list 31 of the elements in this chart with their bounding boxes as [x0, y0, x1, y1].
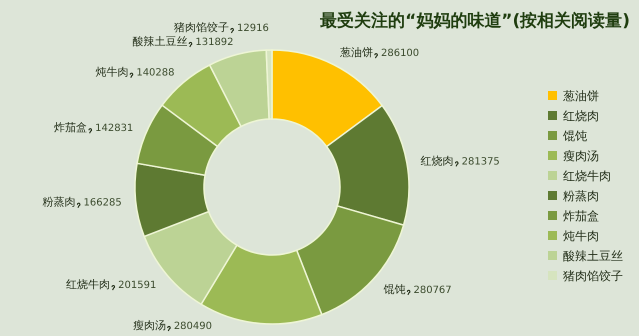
slice-label: 酸辣土豆丝 [132, 34, 188, 48]
slice-label: 炖牛肉 [95, 66, 128, 79]
legend-label: 红烧肉 [563, 109, 599, 123]
slice-label: 葱油饼 [340, 46, 373, 60]
slice-label: 粉蒸肉 [42, 196, 76, 209]
legend-label: 粉蒸肉 [563, 189, 599, 203]
data-label: 201591 [118, 280, 156, 292]
legend-label: 炖牛肉 [563, 229, 599, 243]
data-label: 281375 [462, 156, 500, 168]
data-label: 140288 [136, 68, 175, 79]
legend-label: 馄饨 [562, 129, 587, 143]
legend-label: 猪肉馅饺子 [563, 269, 623, 283]
slice-label: 炸茄盒 [54, 121, 88, 134]
legend-label: 炸茄盒 [563, 209, 599, 223]
chart-title: 最受关注的“妈妈的味道”(按相关阅读量) [319, 11, 630, 31]
data-label: 280767 [413, 284, 452, 296]
legend-label: 酸辣土豆丝 [563, 249, 623, 263]
data-label: 142831 [95, 123, 134, 134]
data-label: 166285 [84, 198, 122, 209]
slice-label: 红烧牛肉 [66, 278, 110, 292]
legend-label: 瘦肉汤 [563, 149, 599, 163]
slice-label: 猪肉馅饺子 [174, 20, 230, 34]
data-label: 280490 [174, 321, 212, 332]
data-label: 12916 [237, 22, 269, 34]
slice-label: 瘦肉汤 [132, 319, 166, 332]
data-label: 131892 [195, 36, 234, 48]
legend-label: 红烧牛肉 [563, 169, 611, 183]
slice-label: 馄饨 [382, 282, 406, 296]
data-label: 286100 [380, 48, 420, 60]
slice-label: 红烧肉 [420, 154, 454, 168]
legend-label: 葱油饼 [563, 89, 599, 103]
